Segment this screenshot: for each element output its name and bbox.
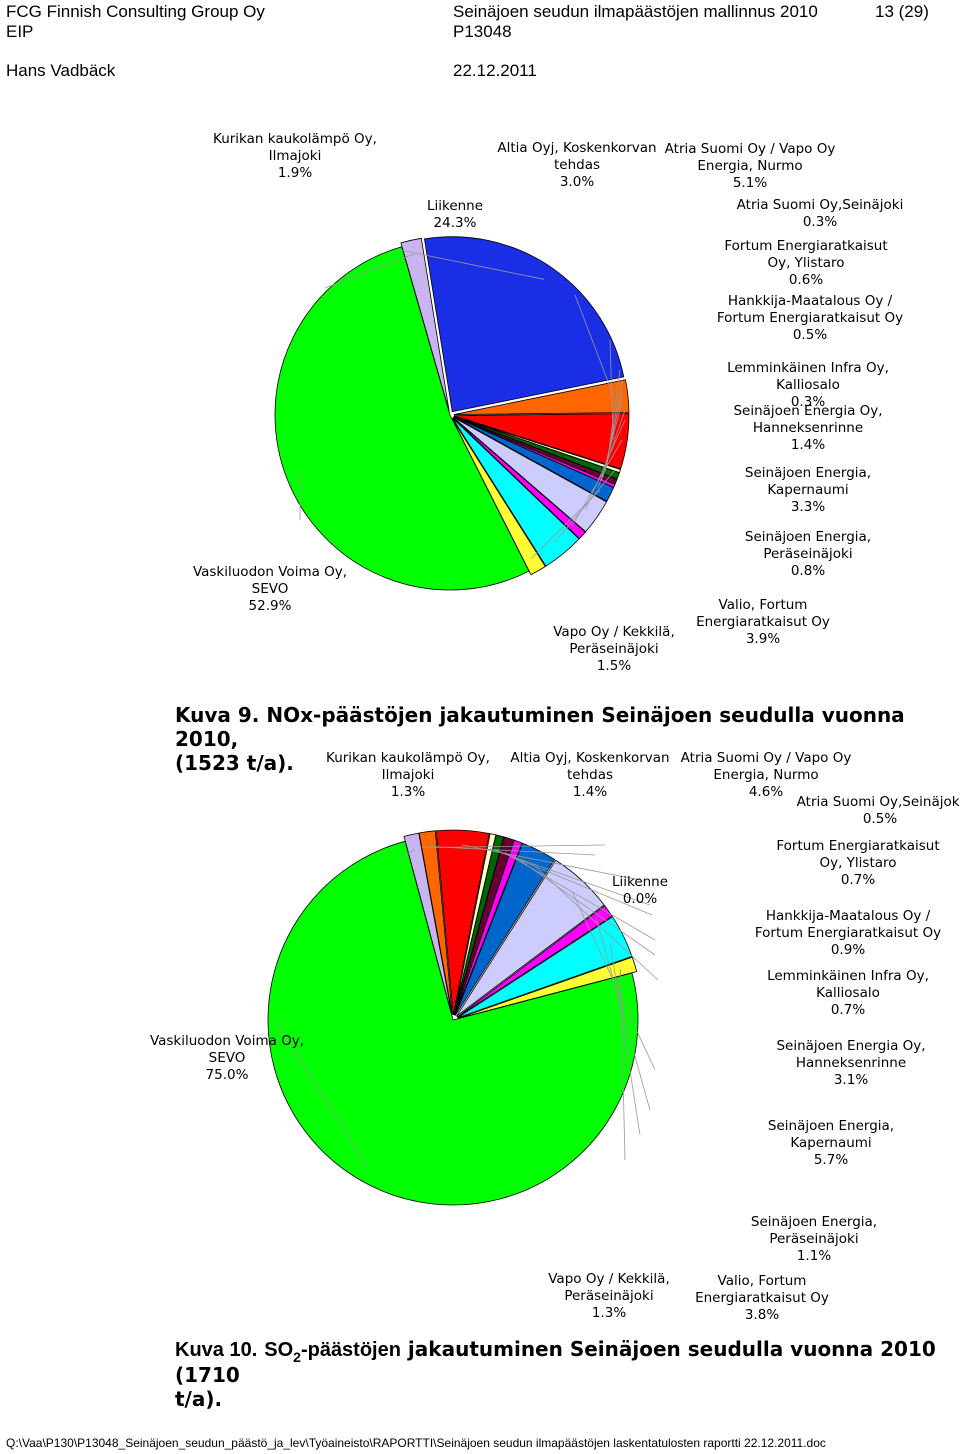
label-hankkija-maatalous-oy-fortum-energiaratkaisut-oy: Hankkija-Maatalous Oy / Fortum Energiarat… xyxy=(717,293,903,343)
leader-seinajoen-energia-peraseinajoki xyxy=(596,919,651,1111)
label-fortum-energiaratkaisut-oy-ylistaro: Fortum Energiaratkaisut Oy, Ylistaro 0.6% xyxy=(724,238,887,288)
leader-liikenne xyxy=(421,844,606,849)
label-seinajoen-energia-oy-hanneksenrinne: Seinäjoen Energia Oy, Hanneksenrinne 3.1% xyxy=(776,1038,925,1088)
label-liikenne: Liikenne 24.3% xyxy=(427,198,483,231)
leader-vapo-oy-kekkila-peraseinajoki xyxy=(620,968,626,1161)
caption-10-text-line2: t/a). xyxy=(175,1387,223,1411)
label-atria-suomi-oy-vapo-oy-energia-nurmo: Atria Suomi Oy / Vapo Oy Energia, Nurmo 5.… xyxy=(665,141,836,191)
label-seinajoen-energia-peraseinajoki: Seinäjoen Energia, Peräseinäjoki 0.8% xyxy=(745,529,871,579)
slice-kurikan-kaukolampo-oy-ilmajoki xyxy=(400,237,450,412)
label-kurikan-kaukolampo-oy-ilmajoki: Kurikan kaukolämpö Oy, Ilmajoki 1.9% xyxy=(213,131,377,181)
leader-vaskiluodon-voima-oy-sevo xyxy=(274,1019,368,1168)
slice-atria-suomi-oy-vapo-oy-energia-nurmo xyxy=(435,829,490,1016)
leader-valio-fortum-energiaratkaisut-oy xyxy=(554,469,616,544)
slice-vapo-oy-kekkila-peraseinajoki xyxy=(457,956,638,1019)
slice-altia-oyj-koskenkorvan-tehdas xyxy=(453,379,630,415)
leader-seinajoen-energia-kapernaumi xyxy=(585,419,626,510)
slice-liikenne xyxy=(424,236,625,413)
slice-altia-oyj-koskenkorvan-tehdas xyxy=(418,830,453,1016)
caption-9-label: Kuva 9. xyxy=(175,703,260,727)
slice-labels: Kurikan kaukolämpö Oy, Ilmajoki 1.3% Liiken… xyxy=(150,750,960,1323)
leader-altia-oyj-koskenkorvan-tehdas xyxy=(574,294,615,398)
label-atria-suomi-oy-seinajoki: Atria Suomi Oy,Seinäjoki 0.3% xyxy=(737,197,904,230)
slice-atria-suomi-oy-vapo-oy-energia-nurmo xyxy=(453,413,630,470)
footer-file-path: Q:\Vaa\P130\P13048_Seinäjoen_seudun_pääs… xyxy=(6,1436,826,1450)
caption-10-text: jakautuminen Seinäjoen seudulla vuonna 2… xyxy=(175,1337,936,1387)
slice-valio-fortum-energiaratkaisut-oy xyxy=(452,417,580,567)
caption-10-so: SO xyxy=(264,1339,294,1361)
label-lemminkainen-infra-oy-kalliosalo: Lemminkäinen Infra Oy, Kalliosalo 0.3% xyxy=(727,360,889,410)
label-vaskiluodon-voima-oy-sevo: Vaskiluodon Voima Oy, SEVO 52.9% xyxy=(193,564,347,614)
leader-lemminkainen-infra-oy-kalliosalo xyxy=(512,855,656,956)
header-date: 22.12.2011 xyxy=(453,61,537,80)
leader-seinajoen-energia-oy-hanneksenrinne xyxy=(597,409,626,489)
slice-vapo-oy-kekkila-peraseinajoki xyxy=(451,418,546,576)
label-lemminkainen-infra-oy-kalliosalo: Lemminkäinen Infra Oy, Kalliosalo 0.7% xyxy=(767,968,929,1018)
label-atria-suomi-oy-vapo-oy-energia-nurmo: Atria Suomi Oy / Vapo Oy Energia, Nurmo 4.… xyxy=(681,750,852,800)
header-project: P13048 xyxy=(453,22,512,41)
header-page-number: 13 (29) xyxy=(875,2,929,21)
label-vapo-oy-kekkila-peraseinajoki: Vapo Oy / Kekkilä, Peräseinäjoki 1.5% xyxy=(553,624,675,674)
label-atria-suomi-oy-seinajoki: Atria Suomi Oy,Seinäjoki 0.5% xyxy=(797,794,960,827)
label-kurikan-kaukolampo-oy-ilmajoki: Kurikan kaukolämpö Oy, Ilmajoki 1.3% xyxy=(326,750,490,800)
slice-seinajoen-energia-oy-hanneksenrinne xyxy=(454,842,556,1016)
leader-fortum-energiaratkaisut-oy-ylistaro xyxy=(496,849,653,916)
nox-pie-chart: Kurikan kaukolämpö Oy, Ilmajoki 1.9% Liiken… xyxy=(193,131,903,674)
header-company: FCG Finnish Consulting Group Oy xyxy=(6,2,265,21)
leader-lines xyxy=(274,844,659,1168)
leader-kurikan-kaukolampo-oy-ilmajoki xyxy=(324,253,415,289)
figure-caption-9: Kuva 9. NOx-päästöjen jakautuminen Seinä… xyxy=(175,703,945,775)
label-seinajoen-energia-kapernaumi: Seinäjoen Energia, Kapernaumi 5.7% xyxy=(768,1118,894,1168)
label-valio-fortum-energiaratkaisut-oy: Valio, Fortum Energiaratkaisut Oy 3.8% xyxy=(695,1273,829,1323)
pie-slices xyxy=(274,236,630,591)
slice-seinajoen-energia-kapernaumi xyxy=(453,416,608,533)
label-fortum-energiaratkaisut-oy-ylistaro: Fortum Energiaratkaisut Oy, Ylistaro 0.7% xyxy=(776,838,939,888)
leader-vapo-oy-kekkila-peraseinajoki xyxy=(531,489,601,559)
leader-lines xyxy=(299,249,626,559)
slice-vaskiluodon-voima-oy-sevo xyxy=(274,246,530,591)
slice-seinajoen-energia-peraseinajoki xyxy=(452,417,586,540)
leader-liikenne xyxy=(399,249,544,280)
label-altia-oyj-koskenkorvan-tehdas: Altia Oyj, Koskenkorvan tehdas 3.0% xyxy=(497,140,656,190)
slice-vaskiluodon-voima-oy-sevo xyxy=(267,840,639,1206)
slice-labels: Kurikan kaukolämpö Oy, Ilmajoki 1.9% Liiken… xyxy=(193,131,903,674)
header-report-title: Seinäjoen seudun ilmapäästöjen mallinnus… xyxy=(453,2,818,21)
slice-lemminkainen-infra-oy-kalliosalo xyxy=(454,839,523,1016)
leader-seinajoen-energia-oy-hanneksenrinne xyxy=(531,863,659,981)
label-seinajoen-energia-kapernaumi: Seinäjoen Energia, Kapernaumi 3.3% xyxy=(745,465,871,515)
header-author: Hans Vadbäck xyxy=(6,61,116,80)
header-unit: EIP xyxy=(6,22,34,41)
caption-10-subscript: 2 xyxy=(293,1349,301,1365)
label-altia-oyj-koskenkorvan-tehdas: Altia Oyj, Koskenkorvan tehdas 1.4% xyxy=(510,750,669,800)
label-seinajoen-energia-peraseinajoki: Seinäjoen Energia, Peräseinäjoki 1.1% xyxy=(751,1214,877,1264)
so2-pie-chart: Kurikan kaukolämpö Oy, Ilmajoki 1.3% Liiken… xyxy=(150,750,960,1323)
label-liikenne: Liikenne 0.0% xyxy=(612,874,668,907)
label-hankkija-maatalous-oy-fortum-energiaratkaisut-oy: Hankkija-Maatalous Oy / Fortum Energiarat… xyxy=(755,908,941,958)
label-vaskiluodon-voima-oy-sevo: Vaskiluodon Voima Oy, SEVO 75.0% xyxy=(150,1033,304,1083)
caption-9-text-line2: (1523 t/a). xyxy=(175,751,294,775)
caption-10-mid: -päästöjen xyxy=(300,1339,401,1361)
pie-slices xyxy=(267,829,639,1206)
slice-seinajoen-energia-peraseinajoki xyxy=(456,905,613,1018)
slice-seinajoen-energia-kapernaumi xyxy=(456,859,605,1017)
caption-9-text: NOx-päästöjen jakautuminen Seinäjoen seu… xyxy=(175,703,905,751)
leader-valio-fortum-energiaratkaisut-oy xyxy=(609,942,641,1136)
leader-atria-suomi-oy-vapo-oy-energia-nurmo xyxy=(462,844,641,881)
label-seinajoen-energia-oy-hanneksenrinne: Seinäjoen Energia Oy, Hanneksenrinne 1.4% xyxy=(733,403,882,453)
figure-caption-10: Kuva 10. SO2-päästöjen jakautuminen Sein… xyxy=(175,1337,955,1411)
label-valio-fortum-energiaratkaisut-oy: Valio, Fortum Energiaratkaisut Oy 3.9% xyxy=(696,597,830,647)
slice-kurikan-kaukolampo-oy-ilmajoki xyxy=(403,832,453,1016)
leader-kurikan-kaukolampo-oy-ilmajoki xyxy=(399,848,415,861)
caption-10-label: Kuva 10. xyxy=(175,1339,258,1361)
label-vapo-oy-kekkila-peraseinajoki: Vapo Oy / Kekkilä, Peräseinäjoki 1.3% xyxy=(548,1271,670,1321)
leader-altia-oyj-koskenkorvan-tehdas xyxy=(429,846,596,856)
slice-seinajoen-energia-oy-hanneksenrinne xyxy=(453,416,615,502)
